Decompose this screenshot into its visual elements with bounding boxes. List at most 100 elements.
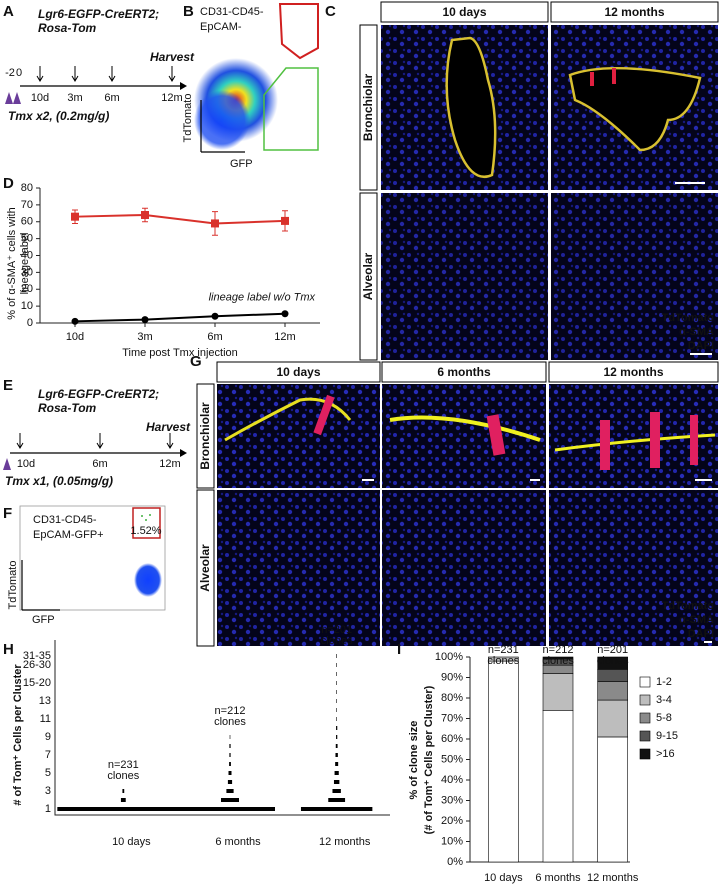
cluster-dashes [336, 681, 337, 685]
series-annotation: lineage label w/o Tmx [209, 292, 316, 304]
y-tick-label: 80% [441, 692, 463, 704]
treatment-label: Tmx x1, (0.05mg/g) [5, 474, 113, 488]
row-header: Bronchiolar [361, 74, 375, 142]
gate-label: CD31-CD45- [33, 514, 97, 526]
column-header: 12 months [604, 5, 664, 19]
bar-segment [488, 660, 519, 863]
gate-label: CD31-CD45- [200, 6, 264, 18]
y-tick-label: 5 [45, 767, 51, 779]
data-point [141, 316, 149, 324]
y-tick-label: 70 [21, 199, 33, 211]
y-tick-label: 10% [441, 835, 463, 847]
column-header-box [380, 1, 549, 23]
axis-label: TdTomato [182, 94, 194, 143]
y-tick-label: 0 [27, 317, 33, 329]
y-tick-label: 0% [447, 856, 463, 868]
bar-segment [597, 668, 628, 682]
legend-swatch [639, 676, 651, 688]
n-annotation: clones [214, 716, 246, 728]
panel-label: H [3, 641, 14, 658]
column-header-box [381, 361, 547, 383]
timepoint-arrow [36, 66, 44, 82]
cluster-dashes [335, 762, 339, 766]
cluster-dashes [229, 753, 231, 757]
x-tick-label: 6m [207, 331, 222, 343]
x-tick-label: 12 months [319, 836, 371, 848]
legend-label: 9-15 [656, 730, 678, 742]
gate-label: EpCAM- [200, 21, 242, 33]
cluster-dashes [336, 735, 338, 739]
cluster-dashes [226, 789, 234, 793]
cluster-dashes [332, 789, 341, 793]
bar-segment [542, 709, 574, 863]
timepoint-label: 3m [67, 92, 82, 104]
legend-swatch [639, 712, 651, 724]
timepoint-arrow [108, 66, 116, 82]
n-annotation: clones [542, 655, 574, 667]
cluster-dashes [336, 690, 337, 694]
cluster-dashes [334, 771, 339, 775]
axis-label: GFP [32, 614, 55, 626]
flow-plot-b [194, 3, 319, 153]
panel-label: F [3, 505, 12, 522]
harvest-label: Harvest [146, 420, 191, 434]
data-point [71, 212, 79, 221]
cluster-dashes [221, 798, 239, 802]
legend-swatch [639, 748, 651, 760]
cluster-dashes [336, 663, 337, 667]
strain-label: Rosa-Tom [38, 401, 97, 415]
bar-segment [542, 673, 574, 711]
y-tick-label: 60 [21, 216, 33, 228]
strain-label: Rosa-Tom [38, 21, 97, 35]
n-annotation: clones [107, 770, 139, 782]
data-point [211, 312, 219, 320]
data-point [281, 216, 289, 225]
timepoint-label: 10d [31, 92, 49, 104]
y-tick-label: 50% [441, 753, 463, 765]
legend-label: >16 [656, 748, 675, 760]
y-tick-label: 7 [45, 749, 51, 761]
row-header-box [196, 489, 215, 647]
y-tick-label: 40 [21, 249, 33, 261]
n-annotation: n=231 [488, 644, 519, 656]
data-point [211, 219, 219, 228]
series-line [74, 213, 286, 225]
bar-segment [597, 699, 628, 738]
column-header: 10 days [442, 5, 486, 19]
x-tick-label: 6 months [535, 872, 581, 884]
cluster-dashes [336, 672, 337, 676]
cluster-dashes [57, 807, 190, 811]
y-tick-label: 30% [441, 794, 463, 806]
x-axis-label: Time post Tmx injection [122, 347, 238, 359]
row-header: Alveolar [198, 544, 212, 592]
legend-label: 3-4 [656, 694, 672, 706]
stain-legend: α-SMA [679, 614, 714, 626]
timeline-a [5, 82, 187, 104]
gate-percent: 1.52% [130, 525, 161, 537]
cluster-dashes [120, 798, 126, 802]
timepoint-label: -2 [5, 67, 15, 79]
axis-line [54, 640, 390, 816]
strain-label: Lgr6-EGFP-CreERT2; [38, 7, 159, 21]
y-tick-label: 9 [45, 731, 51, 743]
stain-legend: DAPI [688, 628, 714, 640]
legend-label: 5-8 [656, 712, 672, 724]
y-tick-label: 90% [441, 671, 463, 683]
row-header-box [359, 192, 378, 361]
timepoint-label: 6m [92, 458, 107, 470]
panel-label: E [3, 377, 13, 394]
stain-legend: DAPI [688, 340, 714, 352]
y-axis-label: lineage label [19, 233, 31, 295]
y-axis-label: # of Tom⁺ Cells per Cluster [12, 664, 24, 806]
y-tick-label: 20% [441, 815, 463, 827]
n-annotation: n=201 [321, 624, 352, 636]
y-tick-label: 100% [435, 651, 463, 663]
x-tick-label: 6 months [215, 836, 261, 848]
data-point [141, 211, 149, 219]
cluster-dashes [336, 654, 337, 658]
timepoint-arrow [16, 433, 24, 449]
cluster-dashes [229, 762, 231, 766]
panel-label: D [3, 175, 14, 192]
